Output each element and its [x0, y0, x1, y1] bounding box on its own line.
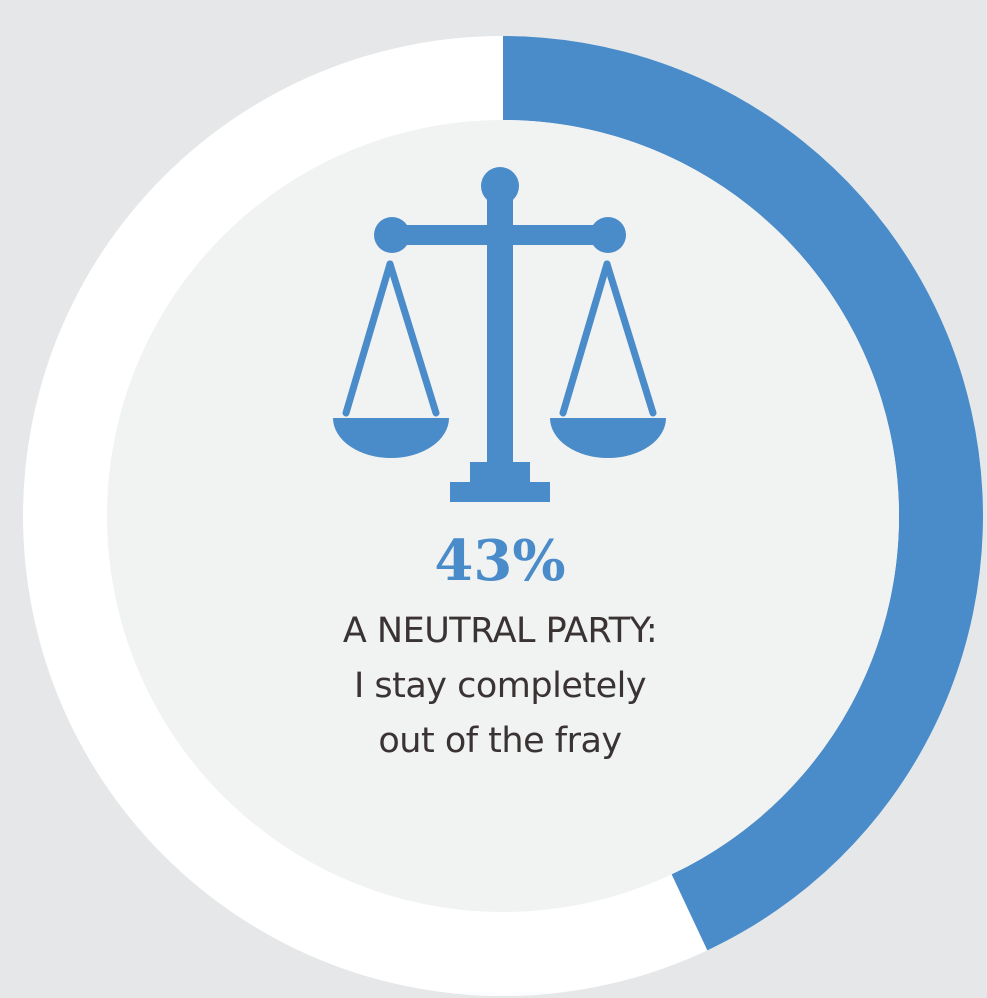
balance-scale-icon	[333, 167, 666, 502]
description-line-1: I stay completely	[353, 666, 647, 706]
description-line-2: out of the fray	[378, 721, 622, 761]
percentage-value: 43%	[434, 528, 566, 594]
center-text: 43% A NEUTRAL PARTY: I stay completely o…	[250, 528, 750, 769]
ring-segment-value	[503, 36, 984, 951]
category-title: A NEUTRAL PARTY:	[342, 611, 658, 651]
inner-circle	[107, 120, 899, 912]
